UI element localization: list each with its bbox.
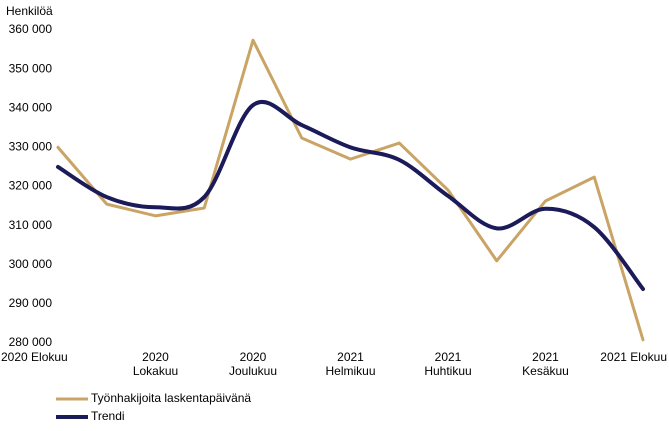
y-tick-label: 300 000	[9, 257, 53, 271]
line-trend	[56, 99, 645, 292]
x-tick-label: 2020 Elokuu	[1, 350, 68, 364]
legend-label: Trendi	[91, 409, 125, 423]
y-tick-label: 360 000	[9, 22, 53, 36]
x-tick-label: 2021 Elokuu	[600, 350, 667, 364]
y-tick-label: 280 000	[9, 335, 53, 349]
y-tick-label: 310 000	[9, 218, 53, 232]
x-tick-label: 2021 Kesäkuu	[522, 350, 569, 378]
line-series	[56, 38, 645, 342]
x-tick-label: 2020 Joulukuu	[229, 350, 277, 378]
y-tick-label: 340 000	[9, 100, 53, 114]
y-tick-label: 290 000	[9, 296, 53, 310]
y-tick-label: 330 000	[9, 140, 53, 154]
legend-label: Työnhakijoita laskentapäivänä	[91, 391, 251, 405]
y-axis-title: Henkilöä	[6, 4, 53, 18]
x-tick-label: 2021 Huhtikuu	[424, 350, 471, 378]
x-tick-label: 2020 Lokakuu	[133, 350, 178, 378]
y-tick-label: 350 000	[9, 61, 53, 75]
x-tick-label: 2021 Helmikuu	[325, 350, 375, 378]
y-tick-label: 320 000	[9, 179, 53, 193]
